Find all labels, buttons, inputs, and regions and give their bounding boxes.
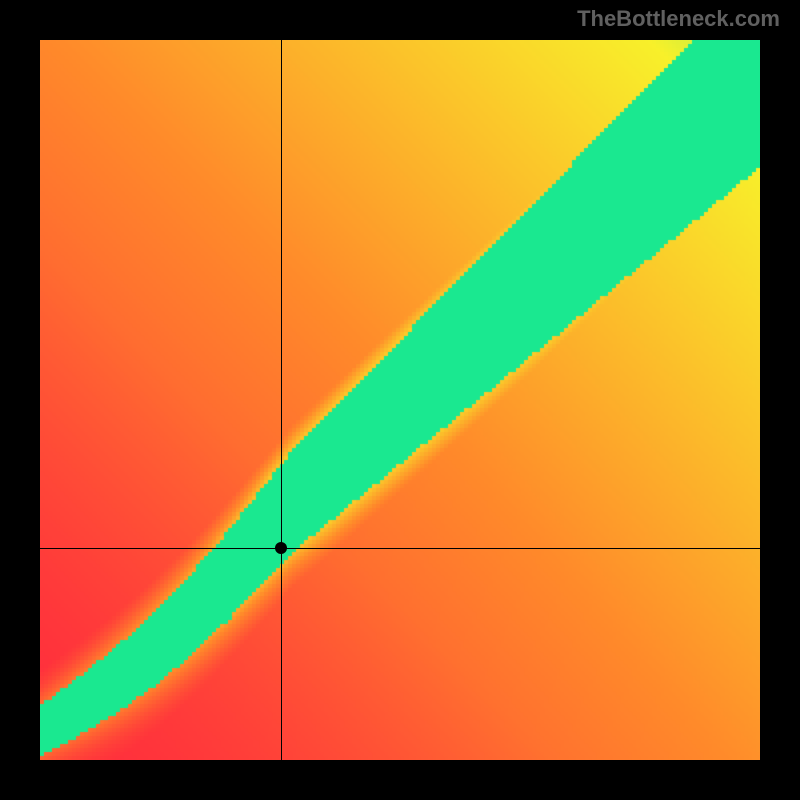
watermark-text: TheBottleneck.com bbox=[577, 6, 780, 32]
chart-container: TheBottleneck.com bbox=[0, 0, 800, 800]
crosshair-marker bbox=[275, 542, 287, 554]
plot-area bbox=[40, 40, 760, 760]
crosshair-horizontal bbox=[40, 548, 760, 549]
heatmap-canvas bbox=[40, 40, 760, 760]
crosshair-vertical bbox=[281, 40, 282, 760]
